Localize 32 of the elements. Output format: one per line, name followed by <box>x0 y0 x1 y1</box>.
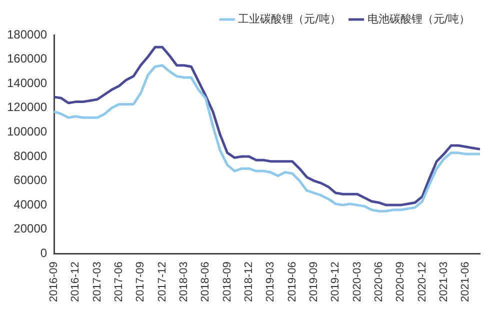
x-tick-label: 2017-06 <box>113 262 126 302</box>
x-tick-label: 2020-03 <box>351 262 364 302</box>
y-tick-label: 140000 <box>6 76 48 90</box>
legend-label: 电池碳酸锂（元/吨） <box>367 12 470 26</box>
x-tick-label: 2018-06 <box>200 262 212 302</box>
y-tick-label: 40000 <box>14 197 48 212</box>
x-tick-label: 2017-03 <box>91 262 104 302</box>
x-tick-label: 2021-06 <box>460 262 472 302</box>
x-tick-label: 2019-09 <box>308 262 320 302</box>
x-tick-label: 2019-03 <box>264 262 277 302</box>
x-tick-label: 2020-12 <box>416 262 428 302</box>
y-tick-label: 60000 <box>14 173 48 188</box>
x-tick-label: 2019-12 <box>330 262 342 302</box>
y-tick-label: 20000 <box>14 222 48 236</box>
y-tick-label: 120000 <box>6 100 48 114</box>
x-tick-label: 2017-09 <box>134 262 147 302</box>
x-tick-label: 2019-06 <box>286 262 298 302</box>
y-tick-label: 100000 <box>6 124 48 138</box>
x-tick-label: 2020-06 <box>372 262 385 302</box>
x-tick-label: 2018-03 <box>178 262 190 302</box>
y-tick-label: 80000 <box>14 148 48 163</box>
x-tick-label: 2021-03 <box>438 262 450 302</box>
x-tick-label: 2020-09 <box>394 262 407 302</box>
y-tick-label: 0 <box>40 246 48 260</box>
x-tick-label: 2016-09 <box>48 262 60 302</box>
x-tick-label: 2017-12 <box>156 262 168 302</box>
y-tick-label: 160000 <box>6 52 48 66</box>
x-tick-label: 2018-09 <box>221 262 234 302</box>
legend-label: 工业碳酸锂（元/吨） <box>238 12 341 26</box>
x-tick-label: 2016-12 <box>70 262 82 302</box>
y-tick-label: 180000 <box>6 27 48 42</box>
x-tick-label: 2018-12 <box>243 262 256 302</box>
